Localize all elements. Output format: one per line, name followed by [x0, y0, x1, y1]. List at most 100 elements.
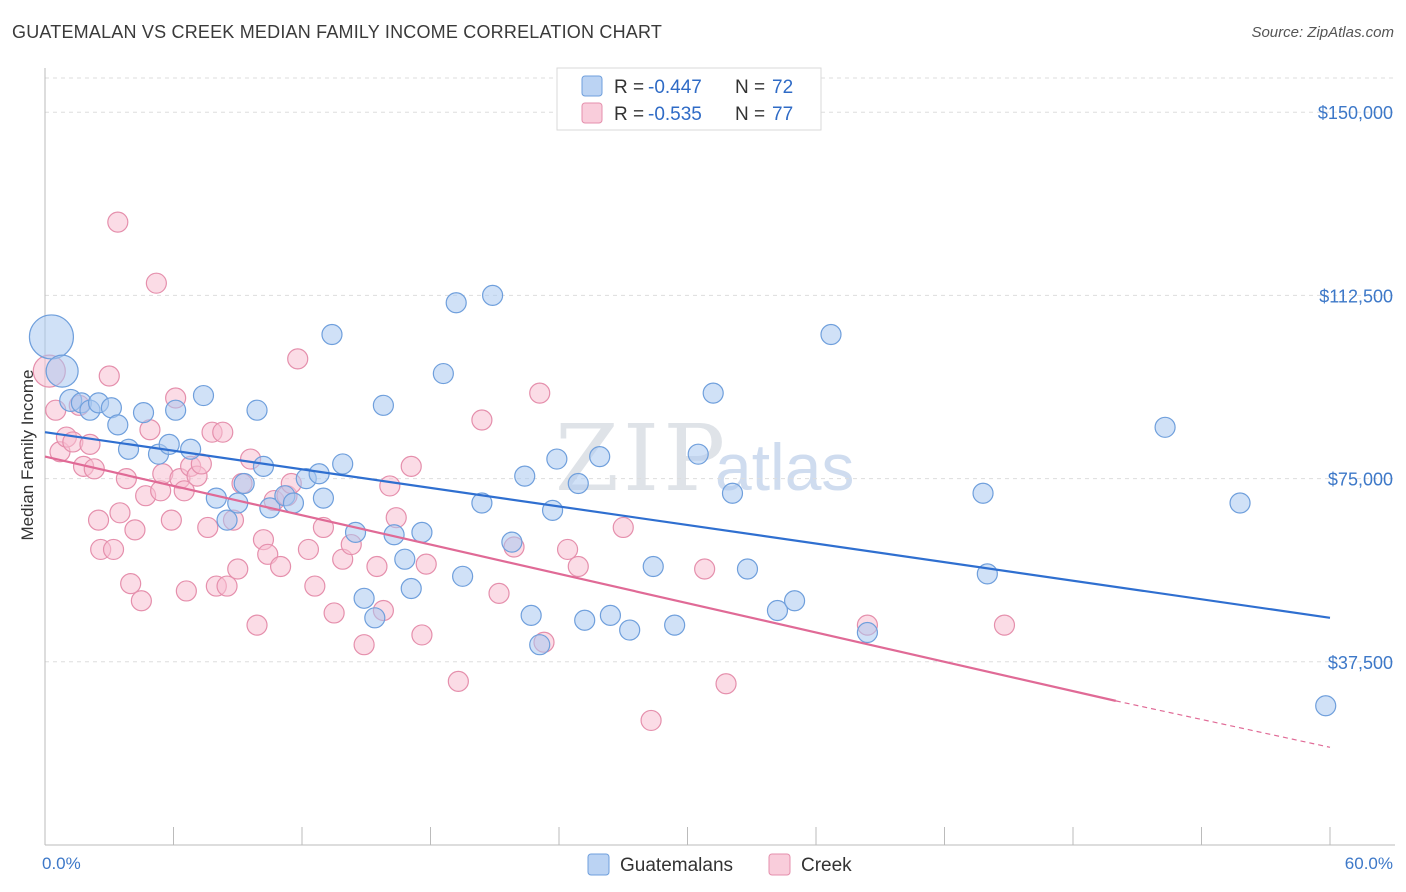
guatemalan-point	[687, 443, 709, 465]
legend-n-value: 72	[772, 77, 793, 98]
guatemalan-point	[394, 548, 416, 570]
guatemalan-point	[529, 634, 551, 656]
guatemalan-point	[312, 487, 335, 509]
guatemalan-point	[252, 455, 275, 477]
guatemalan-points	[28, 284, 1337, 717]
creek-point	[297, 538, 320, 561]
legend-n-value: 77	[772, 104, 793, 125]
guatemalan-point	[432, 362, 454, 385]
guatemalan-point	[589, 446, 611, 468]
creek-point	[102, 538, 125, 561]
creek-point	[447, 670, 469, 692]
guatemalan-point	[520, 604, 542, 626]
y-tick-labels: $37,500 $75,000 $112,500 $150,000	[1318, 103, 1393, 673]
y-tick-label: $75,000	[1328, 470, 1393, 490]
guatemalan-point	[28, 314, 75, 360]
guatemalan-point	[216, 509, 238, 531]
legend-box: R = -0.447 N = 72 R = -0.535 N = 77	[556, 67, 822, 131]
guatemalan-point	[45, 354, 79, 388]
legend-swatch-guatemalans	[581, 75, 603, 97]
creek-point	[145, 272, 167, 294]
guatemalan-point	[321, 323, 343, 346]
creek-point	[640, 709, 662, 732]
x-tick-labels: 0.0% 60.0%	[42, 854, 1393, 873]
creek-point	[130, 590, 152, 612]
creek-point	[366, 555, 388, 578]
guatemalan-point	[107, 414, 129, 436]
creek-point	[109, 502, 131, 524]
creek-point	[304, 575, 326, 597]
guatemalan-point	[856, 621, 879, 644]
creek-point	[471, 409, 493, 431]
guatemalan-point	[599, 604, 622, 626]
x-tick-label: 60.0%	[1345, 854, 1393, 873]
guatemalan-point	[353, 587, 375, 609]
creek-point	[488, 582, 510, 605]
creek-point	[120, 573, 142, 595]
guatemalan-point	[482, 284, 504, 306]
creek-point	[227, 558, 249, 580]
gridlines	[45, 77, 1395, 663]
guatemalan-point	[411, 521, 433, 543]
guatemalan-point	[192, 384, 215, 407]
legend-r-value: -0.447	[648, 77, 702, 98]
guatemalan-point	[501, 531, 523, 553]
guatemalan-point	[574, 609, 596, 631]
creek-trend-extension	[1115, 700, 1331, 748]
guatemalan-point	[1229, 492, 1251, 514]
guatemalan-point	[972, 482, 994, 504]
creek-point	[87, 509, 110, 531]
creek-point	[175, 580, 197, 602]
guatemalan-point	[372, 394, 394, 416]
guatemalan-point	[619, 619, 641, 641]
guatemalan-point	[664, 614, 686, 636]
creek-point	[312, 516, 335, 539]
legend-r-label: R =	[614, 77, 644, 98]
guatemalan-point	[452, 565, 474, 587]
creek-point	[993, 614, 1016, 636]
creek-point	[246, 614, 268, 636]
guatemalan-point	[702, 382, 724, 404]
guatemalan-point	[332, 453, 354, 475]
guatemalan-point	[736, 558, 759, 580]
creek-point	[715, 673, 737, 695]
y-tick-label: $150,000	[1318, 103, 1393, 123]
creek-point	[411, 624, 433, 646]
series-legend: Guatemalans Creek	[587, 853, 852, 876]
guatemalan-point	[514, 465, 536, 487]
creek-point	[379, 475, 401, 497]
source-credit: Source: ZipAtlas.com	[1251, 24, 1394, 41]
guatemalan-point	[1154, 416, 1176, 438]
axes	[44, 68, 1395, 846]
series-label-guatemalans: Guatemalans	[620, 855, 733, 876]
creek-point	[257, 543, 279, 565]
guatemalan-point	[180, 438, 202, 460]
guatemalan-point	[721, 482, 744, 504]
creek-point	[115, 467, 137, 490]
guatemalan-point	[282, 492, 305, 514]
watermark: ZIP atlas	[555, 405, 854, 512]
x-tick-label: 0.0%	[42, 854, 81, 873]
series-label-creek: Creek	[801, 855, 852, 876]
creek-point	[556, 538, 579, 561]
creek-point	[567, 555, 589, 578]
y-tick-label: $112,500	[1319, 286, 1393, 306]
creek-trend-line	[44, 455, 1117, 702]
series-swatch-guatemalans	[587, 853, 610, 876]
creek-point	[415, 553, 437, 575]
legend-r-value: -0.535	[648, 104, 702, 125]
trend-lines	[44, 431, 1331, 748]
guatemalan-point	[400, 577, 422, 600]
guatemalan-point	[541, 499, 564, 521]
y-axis-title: Median Family Income	[18, 369, 37, 540]
creek-point	[287, 348, 309, 370]
chart-title: GUATEMALAN VS CREEK MEDIAN FAMILY INCOME…	[12, 22, 663, 42]
guatemalan-point	[1315, 695, 1337, 717]
legend-n-label: N =	[735, 77, 765, 98]
creek-point	[269, 555, 292, 578]
guatemalan-point	[642, 555, 664, 578]
creek-point	[98, 365, 120, 387]
guatemalan-point	[783, 590, 806, 612]
creek-point	[400, 455, 422, 477]
